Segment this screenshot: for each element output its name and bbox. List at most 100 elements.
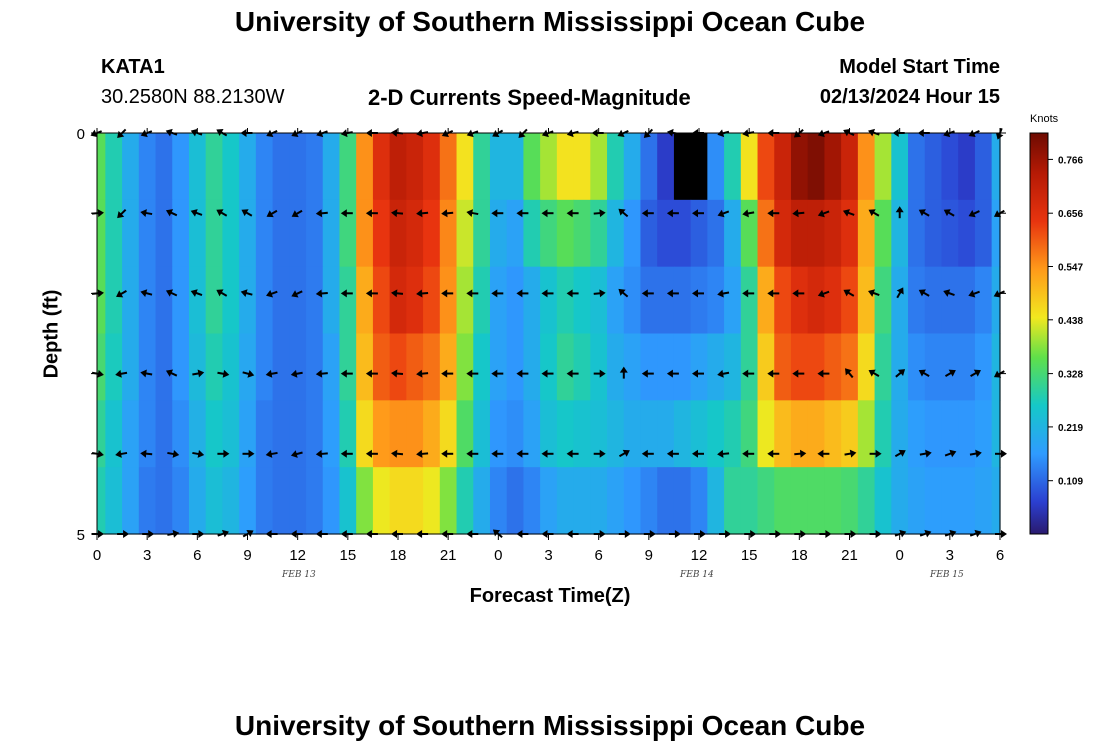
heatmap-cell — [623, 467, 642, 535]
current-arrow — [919, 449, 932, 458]
heatmap-cell — [908, 467, 926, 535]
heatmap-cell — [272, 467, 290, 535]
heatmap-cell — [891, 266, 909, 335]
colorbar-tick-label: 0.109 — [1058, 477, 1083, 488]
heatmap-cell — [406, 400, 424, 468]
colorbar-title: Knots — [1030, 113, 1059, 125]
heatmap-cell — [573, 467, 591, 535]
heatmap-cell — [974, 199, 993, 268]
heatmap-cell — [941, 199, 959, 268]
heatmap-cell — [841, 467, 859, 535]
heatmap-cell — [824, 333, 842, 401]
heatmap-cell — [908, 133, 926, 201]
heatmap-cell — [540, 199, 558, 268]
heatmap-cell — [824, 266, 842, 335]
heatmap-cell — [623, 400, 642, 468]
heatmap-cell — [406, 467, 424, 535]
colorbar-tick-label: 0.656 — [1058, 209, 1083, 220]
heatmap-cell — [673, 266, 692, 335]
current-arrow — [566, 369, 579, 378]
heatmap-cell — [573, 133, 591, 201]
current-arrow — [593, 209, 606, 218]
heatmap-cell — [941, 333, 959, 401]
x-tick-label: 12 — [691, 547, 708, 564]
heatmap-cell — [924, 333, 943, 401]
heatmap-cell — [523, 333, 541, 401]
heatmap-cell — [372, 133, 391, 201]
current-arrow — [869, 449, 882, 458]
current-arrow — [416, 289, 429, 298]
current-arrow — [593, 369, 606, 378]
heatmap-cell — [740, 400, 759, 468]
heatmap-cell — [941, 133, 959, 201]
heatmap-cell — [841, 133, 859, 201]
current-arrow — [165, 289, 178, 297]
current-arrow — [315, 289, 328, 298]
heatmap-cell — [356, 199, 374, 268]
heatmap-cell — [105, 266, 123, 335]
x-tick-label: 15 — [339, 547, 356, 564]
current-arrow — [968, 289, 980, 298]
heatmap-cell — [489, 400, 508, 468]
heatmap-cell — [841, 333, 859, 401]
heatmap-cell — [857, 333, 876, 401]
heatmap-cell — [790, 467, 809, 535]
heatmap-cell — [757, 467, 775, 535]
heatmap-cell — [239, 199, 257, 268]
current-arrow — [192, 450, 205, 458]
current-arrow — [115, 369, 128, 378]
heatmap-cell — [974, 467, 993, 535]
heatmap-cell — [122, 400, 140, 468]
current-arrow — [315, 369, 328, 378]
heatmap-cell — [623, 333, 642, 401]
heatmap-cell — [255, 467, 274, 535]
current-arrow — [817, 369, 830, 378]
heatmap-cell — [188, 333, 207, 401]
heatmap-cell — [991, 467, 1001, 535]
heatmap-cell — [155, 133, 173, 201]
current-arrow — [516, 289, 529, 298]
current-arrow — [116, 290, 127, 298]
heatmap-cell — [406, 266, 424, 335]
heatmap-cell — [857, 467, 876, 535]
heatmap-cell — [239, 333, 257, 401]
heatmap-cell — [573, 199, 591, 268]
current-arrow — [792, 289, 805, 298]
heatmap-cell — [724, 199, 742, 268]
date-label-feb-14: FEB 14 — [680, 570, 714, 580]
heatmap-cell — [924, 467, 943, 535]
heatmap-cell — [456, 266, 474, 335]
current-arrow — [666, 289, 679, 298]
current-arrow — [868, 209, 880, 217]
heatmap-cell — [188, 400, 207, 468]
heatmap-cell — [958, 467, 976, 535]
current-arrow — [265, 369, 278, 378]
heatmap-cell — [523, 400, 541, 468]
current-arrow — [315, 449, 328, 458]
heatmap-cell — [489, 133, 508, 201]
heatmap-cell — [339, 266, 357, 335]
heatmap-cell — [640, 400, 658, 468]
model-start-time: 02/13/2024 Hour 15 — [819, 86, 1000, 108]
heatmap-cell — [339, 199, 357, 268]
heatmap-cell — [506, 266, 525, 335]
current-arrow — [365, 449, 378, 458]
colorbar-tick-label: 0.766 — [1058, 155, 1083, 166]
current-arrow — [165, 209, 178, 217]
current-arrow — [165, 369, 178, 377]
heatmap-cell — [790, 400, 809, 468]
heatmap-cell — [356, 400, 374, 468]
heatmap-cell — [122, 133, 140, 201]
heatmap-cell — [155, 333, 173, 401]
heatmap-cell — [255, 199, 274, 268]
heatmap-cell — [372, 199, 391, 268]
heatmap-cell — [807, 467, 826, 535]
x-tick-label: 12 — [289, 547, 306, 564]
heatmap-cell — [673, 400, 692, 468]
heatmap-cell — [623, 199, 642, 268]
heatmap-cell — [423, 467, 441, 535]
x-tick-label: 3 — [946, 547, 954, 564]
current-arrow — [516, 369, 529, 378]
current-arrow — [466, 289, 479, 298]
